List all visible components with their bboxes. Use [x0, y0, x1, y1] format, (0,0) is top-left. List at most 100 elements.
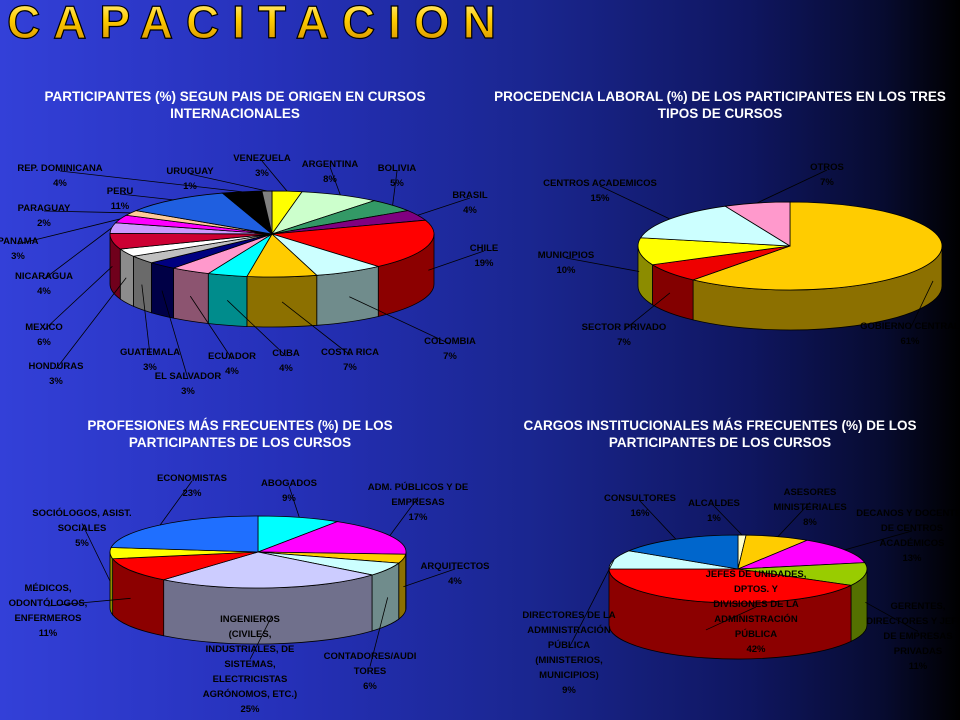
- slice-label-2-4: INGENIEROS (CIVILES, INDUSTRIALES, DE SISTE…: [203, 614, 297, 715]
- chart-title-paises: PARTICIPANTES (%) SEGUN PAIS DE ORIGEN E…: [44, 89, 426, 121]
- leader-line-0-14: [17, 218, 121, 245]
- leader-line-2-2: [403, 568, 456, 588]
- pie-chart-2: ABOGADOS 9% ADM. PÚBLICOS Y DE EMPRESAS 17% A…: [9, 473, 490, 715]
- slice-label-1-1: SECTOR PRIVADO 7%: [582, 322, 667, 348]
- leader-line-0-4: [428, 250, 485, 271]
- slice-label-1-3: CENTROS ACADEMICOS 15%: [543, 178, 657, 204]
- leader-line-1-4: [756, 169, 828, 204]
- pie-slice-1-0: [691, 201, 943, 291]
- chart-title-profesiones: PROFESIONES MÁS FRECUENTES (%) DE LOS PA…: [87, 418, 393, 450]
- leader-line-1-2: [565, 257, 640, 272]
- slice-label-3-1: ASESORES MINISTERIALES 8%: [773, 487, 846, 528]
- slice-label-0-2: BOLIVIA 5%: [378, 163, 417, 189]
- leader-line-0-17: [59, 170, 242, 193]
- slice-label-0-12: MEXICO 6%: [25, 322, 62, 348]
- pie-slice-0-18: [261, 190, 273, 235]
- leader-line-2-7: [159, 480, 193, 526]
- slice-label-3-6: CONSULTORES 16%: [604, 493, 676, 519]
- pie-chart-1: GOBIERNO CENTRAL 61% SECTOR PRIVADO 7% MUNIC…: [538, 162, 960, 348]
- pie-slice-3-6: [627, 534, 739, 570]
- leader-line-2-3: [369, 597, 389, 667]
- pie-slice-2-0: [257, 515, 339, 553]
- slice-label-0-15: PARAGUAY 2%: [18, 203, 71, 229]
- slice-label-0-7: CUBA 4%: [272, 348, 300, 374]
- pie-side-2-6: [109, 551, 114, 616]
- slice-label-2-7: ECONOMISTAS 23%: [157, 473, 227, 499]
- pie-slice-2-7: [110, 515, 259, 553]
- pie-slice-1-3: [639, 205, 791, 247]
- leader-line-1-3: [599, 185, 671, 220]
- pie-chart-0: VENEZUELA 3% ARGENTINA 8% BOLIVIA 5% BRASIL 4% C…: [0, 153, 498, 397]
- leader-line-3-1: [777, 502, 811, 537]
- pie-side-0-5: [316, 265, 379, 326]
- leader-line-2-1: [389, 497, 419, 536]
- chart-title-cargos: CARGOS INSTITUCIONALES MÁS FRECUENTES (%…: [523, 418, 917, 450]
- slice-label-0-1: ARGENTINA 8%: [302, 159, 359, 185]
- slice-label-2-6: SOCIÓLOGOS, ASIST. SOCIALES 5%: [32, 507, 131, 549]
- pie-side-0-7: [207, 273, 248, 327]
- leader-line-2-5: [47, 597, 131, 607]
- leader-line-0-3: [417, 197, 471, 216]
- pie-slice-3-4: [608, 568, 853, 604]
- slice-label-0-3: BRASIL 4%: [452, 190, 488, 216]
- pie-chart-3: ALCALDES 1% ASESORES MINISTERIALES 8%DECANOS…: [522, 487, 960, 696]
- slice-label-3-3: GERENTES, DIRECTORES Y JEFES DE EMPRESAS PR…: [866, 601, 960, 672]
- slice-label-2-5: MÉDICOS, ODONTÓLOGOS, ENFERMEROS 11%: [9, 583, 88, 639]
- pie-slice-0-16: [134, 192, 274, 235]
- leader-line-0-2: [392, 170, 398, 206]
- leader-line-0-10: [141, 284, 151, 356]
- leader-line-0-13: [43, 227, 112, 280]
- chart-title-procedencia: PROCEDENCIA LABORAL (%) DE LOS PARTICIPA…: [494, 89, 946, 121]
- slice-label-0-17: REP. DOMINICANA 4%: [17, 163, 102, 189]
- leader-line-2-4: [249, 615, 273, 660]
- leader-line-3-4: [705, 606, 757, 631]
- slice-label-0-8: ECUADOR 4%: [208, 351, 256, 377]
- pie-side-0-9: [150, 262, 174, 319]
- slice-label-0-14: PANAMA 3%: [0, 236, 39, 262]
- leader-line-0-18: [189, 173, 268, 192]
- leader-line-2-0: [288, 485, 300, 518]
- slice-label-0-6: COSTA RICA 7%: [321, 347, 379, 373]
- slice-label-3-2: DECANOS Y DOCENTES DE CENTROS ACADÉMICOS 13…: [856, 508, 960, 564]
- leader-line-1-1: [623, 292, 671, 331]
- leader-line-0-6: [281, 301, 351, 356]
- pie-slice-2-4: [163, 551, 373, 589]
- leader-line-0-11: [55, 277, 127, 370]
- slice-label-0-11: HONDURAS 3%: [29, 361, 84, 387]
- pie-slice-2-5: [111, 551, 259, 581]
- slice-label-2-1: ADM. PÚBLICOS Y DE EMPRESAS 17%: [368, 481, 468, 523]
- pie-slice-3-3: [737, 562, 868, 586]
- leader-line-3-2: [844, 530, 913, 551]
- pie-side-0-10: [133, 255, 152, 314]
- slice-label-2-3: CONTADORES/AUDI TORES 6%: [324, 651, 417, 692]
- leader-line-1-0: [909, 280, 934, 330]
- leader-line-0-8: [189, 295, 233, 360]
- leader-line-3-5: [568, 559, 615, 649]
- slice-label-1-0: GOBIERNO CENTRAL 61%: [860, 321, 960, 347]
- leader-line-3-0: [713, 505, 743, 536]
- pie-slice-3-2: [737, 539, 866, 570]
- slice-label-2-0: ABOGADOS 9%: [261, 478, 317, 504]
- pie-side-0-11: [119, 248, 134, 307]
- slice-label-3-5: DIRECTORES DE LA ADMINISTRACIÓN PÚBLICA (MI…: [522, 610, 615, 696]
- slice-label-2-2: ARQUITECTOS 4%: [421, 561, 490, 587]
- leader-line-0-0: [261, 160, 288, 192]
- slice-label-3-0: ALCALDES 1%: [688, 498, 740, 524]
- slice-label-1-2: MUNICIPIOS 10%: [538, 250, 594, 276]
- leader-line-3-6: [639, 500, 677, 540]
- slice-label-0-9: EL SALVADOR 3%: [155, 371, 222, 397]
- leader-line-2-6: [81, 523, 111, 582]
- slice-label-0-4: CHILE 19%: [470, 243, 499, 269]
- slice-label-0-18: URUGUAY 1%: [166, 166, 214, 192]
- pie-slice-1-2: [637, 237, 791, 266]
- main-title: CAPACITACION: [7, 0, 509, 48]
- slice-label-0-0: VENEZUELA 3%: [233, 153, 291, 179]
- slice-label-0-13: NICARAGUA 4%: [15, 271, 73, 297]
- leader-line-0-15: [43, 210, 131, 214]
- slice-label-1-4: OTROS 7%: [810, 162, 844, 188]
- leader-line-0-1: [329, 166, 341, 196]
- leader-line-0-12: [43, 266, 113, 331]
- slice-label-0-10: GUATEMALA 3%: [120, 347, 180, 373]
- pie-side-0-6: [246, 274, 318, 328]
